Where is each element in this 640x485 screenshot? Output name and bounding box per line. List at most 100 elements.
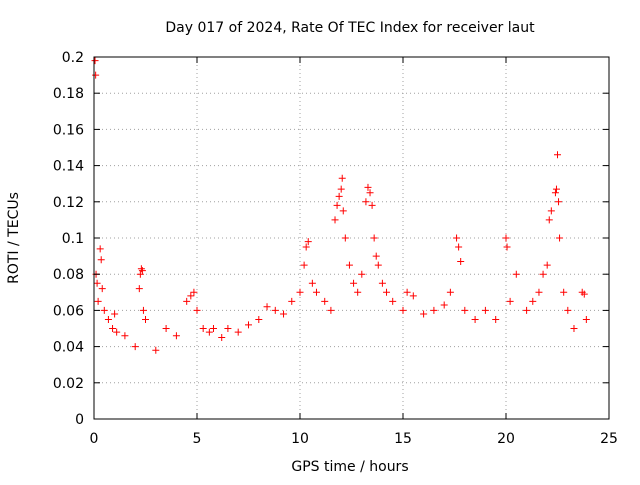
data-point [137,265,145,273]
data-point [190,288,198,296]
data-point [403,288,411,296]
data-point [457,258,465,266]
data-point [94,297,102,305]
data-point [545,216,553,224]
data-point [139,306,147,314]
y-tick-label: 0.14 [53,159,84,175]
data-point [481,306,489,314]
data-point [556,234,564,242]
data-point [440,301,448,309]
data-point [187,292,195,300]
data-point [370,234,378,242]
data-point [121,332,129,340]
data-point [378,279,386,287]
x-tick-label: 5 [193,431,202,447]
data-point [420,310,428,318]
data-point [338,174,346,182]
data-point [341,234,349,242]
data-point [312,288,320,296]
data-point [142,315,149,323]
data-point [337,185,345,193]
data-point [529,297,537,305]
data-point [554,151,561,159]
data-point [331,216,339,224]
data-point [335,192,343,200]
data-point [113,328,121,336]
data-point [288,297,296,305]
data-point [535,288,543,296]
y-tick-label: 0.1 [62,231,84,247]
data-point [543,261,551,269]
chart-title: Day 017 of 2024, Rate Of TEC Index for r… [165,20,535,36]
x-axis-label: GPS time / hours [291,459,408,475]
data-point [98,285,106,293]
data-point [446,288,454,296]
data-point [461,306,469,314]
data-point [502,234,510,242]
data-point [552,185,560,193]
data-point [136,270,144,278]
data-point [172,332,180,340]
data-point [183,297,191,305]
data-point [224,325,232,332]
data-point [162,325,170,332]
data-point [551,189,559,197]
data-point [199,325,207,332]
y-tick-label: 0.08 [53,267,84,283]
data-point [564,306,572,314]
data-point [271,306,279,314]
data-point [362,198,370,206]
x-tick-label: 20 [497,431,515,447]
data-point [372,252,380,260]
data-point [300,261,308,269]
y-tick-label: 0 [75,412,84,428]
data-point [492,315,500,323]
x-tick-label: 25 [600,431,618,447]
y-tick-label: 0.2 [62,50,84,66]
data-point [104,315,112,323]
data-point [280,310,288,318]
data-point [304,238,312,246]
data-point [135,285,143,293]
data-point [193,306,201,314]
data-point [245,321,252,329]
x-tick-label: 15 [394,431,412,447]
data-point [364,183,372,191]
y-tick-label: 0.12 [53,195,84,211]
data-point [96,245,104,253]
data-point [430,306,438,314]
data-point [131,343,139,351]
data-point [523,306,531,314]
data-point [109,325,117,332]
axis-ticks: 0 0.02 0.04 0.06 0.08 0.1 0.12 0.14 0.16 0.18 0.2 0… [53,50,618,447]
data-point [92,71,100,79]
x-tick-label: 10 [291,431,309,447]
data-point [512,270,520,278]
data-point [555,198,563,206]
data-point [409,292,417,300]
data-point [506,297,514,305]
y-axis-label: ROTI / TECUs [6,192,22,284]
grid-lines [94,57,609,419]
data-point [345,261,353,269]
data-point [111,310,119,318]
data-point [234,328,242,336]
data-point [374,261,382,269]
data-point [321,297,329,305]
data-point [547,207,555,215]
data-point [93,279,101,287]
data-point [368,201,376,209]
data-point [97,256,105,264]
data-point [358,270,366,278]
y-tick-label: 0.06 [53,303,84,319]
data-point [354,288,362,296]
plot-frame [93,56,610,420]
data-point [91,57,99,65]
x-tick-label: 0 [90,431,99,447]
data-point [152,346,160,354]
data-point [471,315,479,323]
data-point [383,288,391,296]
data-point [560,288,568,296]
